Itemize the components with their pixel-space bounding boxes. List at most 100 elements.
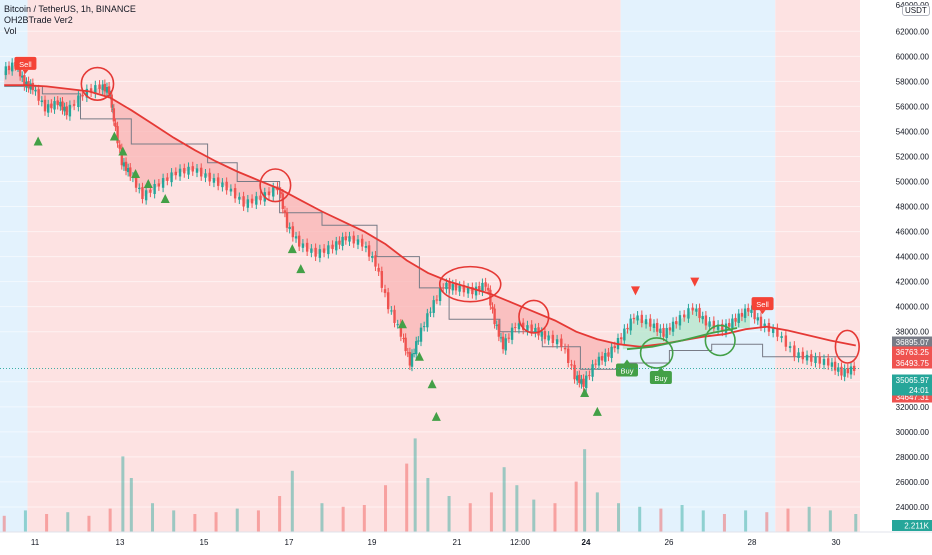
up-triangle-marker [592,406,602,416]
candle-body [371,255,374,258]
volume-bar [151,503,155,532]
countdown-tag [892,385,932,396]
volume-bar [235,508,239,532]
candle-body [310,248,313,253]
candle-body [636,315,639,321]
candle-body [597,356,601,366]
candle-body [687,308,690,319]
volume-bar [489,492,493,532]
candle-body [784,335,788,347]
candle-body [495,324,498,326]
volume-bar [680,505,684,532]
candle-body [43,99,47,112]
y-tick-label: 26000.00 [896,478,930,487]
annotation-circle [80,66,115,101]
candle-body [504,338,507,351]
candle-body [629,318,632,331]
candle-body [493,308,496,325]
volume-bar [256,510,260,532]
candle-body [422,326,426,328]
candle-body [335,241,338,251]
candle-body [619,337,623,340]
candle-body [377,267,380,272]
up-triangle-marker [431,411,441,421]
volume-bar [108,508,112,532]
candle-body [759,316,763,327]
x-tick-label: 17 [285,538,294,547]
symbol-title[interactable]: Bitcoin / TetherUS, 1h, BINANCE [4,4,136,14]
volume-bar [659,508,663,532]
candle-body [843,368,846,377]
candle-body [445,282,448,290]
candle-body [756,317,759,321]
candle-body [753,309,756,320]
volume-bar [468,503,472,532]
candle-body [555,339,559,345]
candle-body [153,184,156,195]
candle-body [129,167,132,177]
candle-body [126,168,130,173]
candle-body [822,358,826,365]
candle-body [367,245,371,257]
candle-body [626,327,629,330]
candle-body [573,364,576,380]
candle-body [89,88,93,93]
candle-body [272,187,275,197]
candle-body [578,374,581,384]
candle-body [406,352,409,354]
candle-body [818,356,821,364]
x-tick-label: 30 [832,538,841,547]
candle-body [530,324,533,332]
candle-body [830,362,834,367]
signal-text: Buy [654,374,667,383]
volume-bar [23,510,27,532]
volume-bar [583,449,587,532]
volume-indicator-name[interactable]: Vol [4,26,17,36]
sell-zone [775,0,860,532]
y-tick-label: 40000.00 [896,303,930,312]
candle-body [322,248,326,253]
candle-body [623,328,626,341]
currency-badge[interactable]: USDT [902,5,930,16]
candle-body [383,289,387,293]
candle-body [600,356,604,361]
down-triangle-marker [690,277,700,287]
candle-body [740,312,744,317]
volume-bar [532,499,536,532]
candle-body [122,162,126,167]
candle-body [780,336,783,338]
candle-body [331,244,334,250]
candle-body [481,282,484,292]
candle-body [737,313,740,323]
candle-body [491,306,494,310]
candle-body [301,243,305,248]
price-tag [892,336,932,348]
x-tick-label: 21 [453,538,462,547]
candle-body [178,168,182,177]
signal-text: Buy [621,367,634,376]
indicator-name[interactable]: OH2BTrade Ver2 [4,15,73,25]
candle-body [499,337,503,339]
signal-pointer [759,310,766,315]
up-triangle-marker [414,351,424,361]
candle-body [442,287,445,289]
candle-body [61,101,64,111]
candle-body [68,104,72,117]
candle-body [259,195,262,201]
price-tag [892,357,932,369]
candle-body [314,247,317,257]
candle-body [837,367,840,372]
candle-body [649,318,652,327]
candle-body [724,323,728,333]
x-tick-label: 13 [116,538,125,547]
y-tick-label: 48000.00 [896,203,930,212]
x-tick-label: 19 [368,538,377,547]
candle-body [849,366,853,375]
y-tick-label: 58000.00 [896,77,930,86]
signal-badge [14,56,37,70]
candle-body [212,178,216,183]
candle-body [338,240,341,245]
candle-body [668,327,672,331]
y-tick-label: 28000.00 [896,453,930,462]
